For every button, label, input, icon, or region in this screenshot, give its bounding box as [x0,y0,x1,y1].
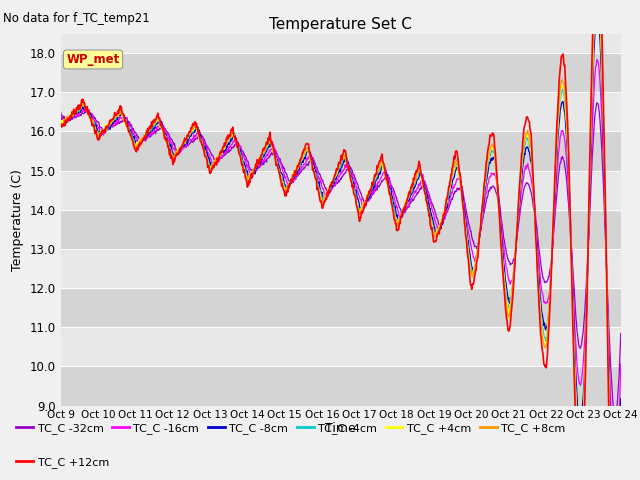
Title: Temperature Set C: Temperature Set C [269,17,412,33]
Bar [61,210,621,249]
Bar [61,53,621,92]
Text: WP_met: WP_met [67,53,120,66]
Text: No data for f_TC_temp21: No data for f_TC_temp21 [3,12,150,25]
Legend: TC_C -32cm, TC_C -16cm, TC_C -8cm, TC_C -4cm, TC_C +4cm, TC_C +8cm: TC_C -32cm, TC_C -16cm, TC_C -8cm, TC_C … [12,419,570,438]
Bar [61,249,621,288]
Bar [61,92,621,132]
Legend: TC_C +12cm: TC_C +12cm [12,452,113,472]
Bar [61,171,621,210]
Y-axis label: Temperature (C): Temperature (C) [12,168,24,271]
Bar [61,288,621,327]
Bar [61,132,621,171]
X-axis label: Time: Time [325,422,356,435]
Bar [61,327,621,366]
Bar [61,366,621,406]
